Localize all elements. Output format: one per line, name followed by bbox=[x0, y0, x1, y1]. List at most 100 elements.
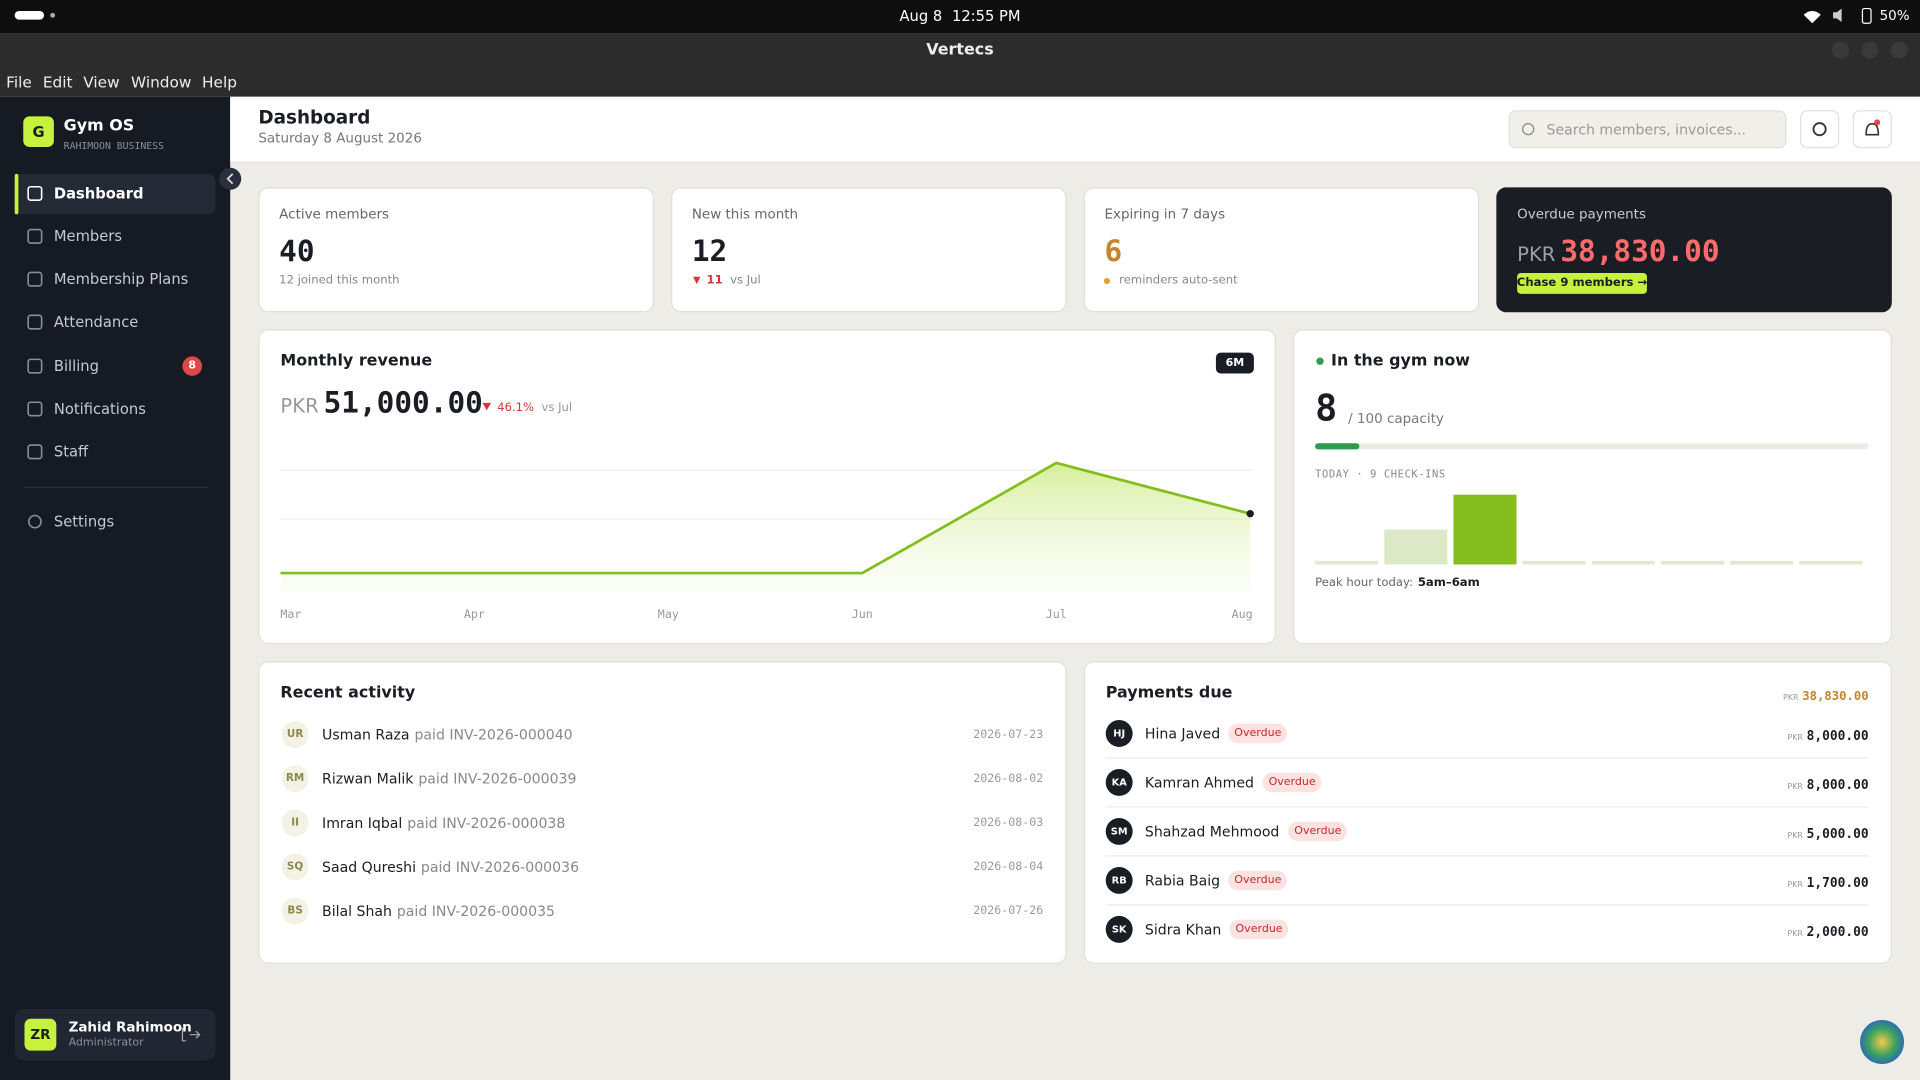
x-tick-label: Jun bbox=[851, 607, 873, 622]
minimize-button[interactable] bbox=[1831, 41, 1849, 59]
collapse-button[interactable] bbox=[219, 167, 242, 190]
settings-button[interactable] bbox=[1800, 110, 1840, 149]
page-title: Dashboard bbox=[258, 106, 371, 129]
checkin-bar bbox=[1522, 560, 1586, 565]
range-pill[interactable] bbox=[1215, 352, 1254, 374]
activity-date: 2026-08-04 bbox=[973, 860, 1044, 874]
menu-item[interactable]: File bbox=[6, 72, 32, 92]
stat-card bbox=[1083, 187, 1480, 313]
member-name: Hina Javed bbox=[1144, 724, 1221, 743]
member-name: Rizwan Malik bbox=[322, 770, 414, 788]
payment-amount: PKR 5,000.00 bbox=[1787, 820, 1868, 843]
nav-item[interactable]: Settings bbox=[53, 513, 115, 531]
nav-item[interactable]: Billing bbox=[53, 357, 99, 375]
menu-item[interactable]: Help bbox=[202, 72, 237, 92]
activity-pill bbox=[14, 11, 45, 20]
battery-icon bbox=[1861, 7, 1872, 24]
activity-date: 2026-07-23 bbox=[973, 727, 1044, 742]
nav-item[interactable]: Dashboard bbox=[53, 184, 144, 203]
nav-item[interactable]: Attendance bbox=[53, 313, 139, 331]
activity-card bbox=[258, 661, 1067, 964]
x-tick-label: Mar bbox=[280, 607, 302, 622]
gear-icon bbox=[1812, 122, 1827, 137]
status-badge: Overdue bbox=[1228, 870, 1288, 891]
activity-text: Rizwan Malik paid INV-2026-000039 bbox=[322, 770, 576, 787]
checkin-bar bbox=[1384, 529, 1448, 565]
bell-dot bbox=[1874, 119, 1881, 126]
chase-button[interactable] bbox=[1517, 273, 1647, 294]
avatar-initials: SK bbox=[1111, 923, 1127, 935]
stat-card bbox=[258, 187, 654, 313]
avatar bbox=[1105, 866, 1133, 894]
checkin-bar bbox=[1661, 560, 1725, 565]
nav-item[interactable]: Notifications bbox=[53, 400, 146, 418]
close-button[interactable] bbox=[1890, 41, 1908, 59]
line bbox=[280, 461, 1251, 575]
activity-date: 2026-07-26 bbox=[973, 904, 1044, 918]
avatar-initials: SQ bbox=[286, 860, 304, 874]
menu-item[interactable]: View bbox=[83, 72, 120, 92]
currency: PKR bbox=[1787, 781, 1803, 792]
amount: 2,000.00 bbox=[1806, 925, 1869, 940]
business-name: RAHIMOON BUSINESS bbox=[63, 140, 164, 152]
checkin-bar bbox=[1799, 560, 1863, 565]
peak-label: Peak hour today: bbox=[1315, 576, 1413, 590]
activity-action: paid INV-2026-000039 bbox=[418, 770, 577, 788]
avatar bbox=[1105, 915, 1133, 943]
avatar-initials: KA bbox=[1111, 776, 1127, 788]
checkin-bar bbox=[1591, 560, 1655, 565]
payment-amount: PKR 2,000.00 bbox=[1787, 918, 1868, 941]
avatar bbox=[1105, 720, 1133, 747]
avatar bbox=[281, 765, 309, 793]
nav-icon bbox=[27, 401, 43, 417]
stat-label: Active members bbox=[279, 206, 390, 223]
battery-level: 50% bbox=[1879, 7, 1910, 24]
amount: 1,700.00 bbox=[1806, 876, 1869, 891]
change: 46.1% bbox=[497, 401, 535, 415]
page-date: Saturday 8 August 2026 bbox=[258, 130, 422, 147]
assistant-icon[interactable] bbox=[1860, 1020, 1905, 1065]
activity-text: Usman Raza paid INV-2026-000040 bbox=[322, 726, 573, 743]
chase-label[interactable]: Chase 9 members → bbox=[1516, 276, 1648, 290]
amount: 5,000.00 bbox=[1806, 827, 1869, 842]
maximize-button[interactable] bbox=[1861, 41, 1879, 59]
live-dot bbox=[1316, 357, 1324, 365]
x-tick-label: May bbox=[657, 607, 679, 622]
x-tick-label: Apr bbox=[463, 607, 485, 622]
nav-item[interactable]: Members bbox=[53, 227, 122, 245]
menu-item[interactable]: Edit bbox=[42, 72, 73, 92]
stat-note: reminders auto-sent bbox=[1119, 273, 1238, 288]
revenue-change: 46.1% vs Jul bbox=[497, 401, 572, 414]
system-bar bbox=[0, 0, 1920, 34]
payment-amount: PKR 1,700.00 bbox=[1787, 869, 1868, 892]
search-box[interactable] bbox=[1508, 110, 1787, 149]
nav-icon bbox=[27, 514, 42, 529]
avatar-initials: II bbox=[291, 816, 299, 829]
status-badge: Overdue bbox=[1228, 723, 1288, 744]
currency: PKR bbox=[1787, 879, 1803, 890]
date: Aug 8 bbox=[899, 7, 943, 25]
nav-item[interactable]: Membership Plans bbox=[53, 270, 189, 288]
chart-title: Monthly revenue bbox=[280, 352, 433, 371]
activity-text: Bilal Shah paid INV-2026-000035 bbox=[322, 902, 555, 919]
delta-value: 11 bbox=[706, 273, 723, 288]
member-name: Bilal Shah bbox=[322, 902, 392, 920]
nav-active-bg bbox=[14, 173, 216, 215]
down-arrow bbox=[482, 402, 492, 411]
menu-item[interactable]: Window bbox=[131, 72, 192, 92]
stat-note: 12 joined this month bbox=[279, 273, 400, 288]
peak-hour: Peak hour today: 5am–6am bbox=[1315, 576, 1480, 589]
gym-now-card bbox=[1293, 329, 1892, 645]
overdue-amount: PKR 38,830.00 bbox=[1517, 234, 1719, 268]
nav-icon bbox=[27, 228, 43, 244]
peak-value: 5am–6am bbox=[1417, 576, 1480, 590]
nav-item[interactable]: Staff bbox=[53, 443, 89, 461]
logout-icon[interactable] bbox=[181, 1027, 201, 1042]
user-avatar bbox=[24, 1018, 57, 1051]
user-role: Administrator bbox=[68, 1037, 144, 1050]
activity-text: Imran Iqbal paid INV-2026-000038 bbox=[322, 814, 565, 831]
nav-badge-count: 8 bbox=[188, 360, 197, 373]
checkin-bar bbox=[1730, 560, 1794, 565]
notifications-button[interactable] bbox=[1852, 110, 1892, 149]
